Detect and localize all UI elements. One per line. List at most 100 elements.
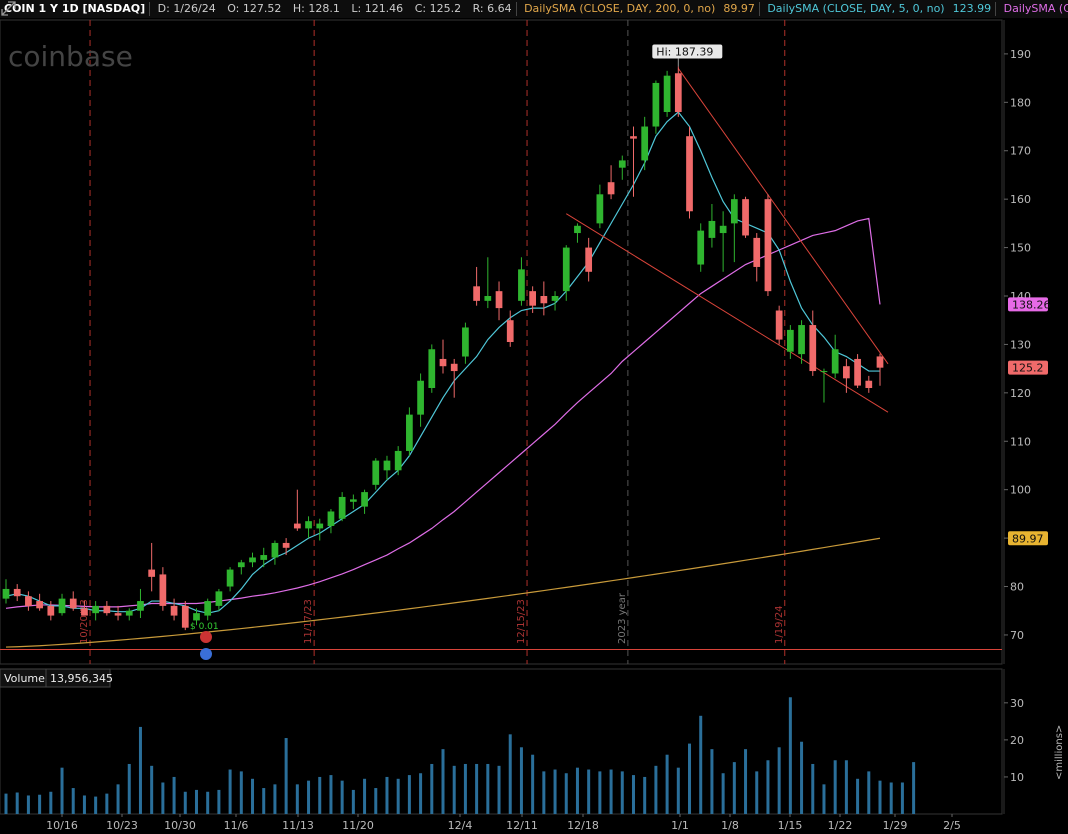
candle-body [865,380,873,388]
volume-bar [475,763,479,814]
x-axis-label: 11/6 [224,819,249,832]
volume-title: Volume [4,672,45,685]
date-marker-label: 1/19/24 [774,605,785,644]
price-axis-label: 80 [1010,581,1024,594]
volume-axis-label: 20 [1010,734,1024,747]
candle-body [764,199,772,292]
candle-body [417,380,424,415]
volume-bar [844,760,848,814]
candle-body [596,194,604,224]
volume-bar [856,778,860,814]
open-value: O: 127.52 [227,2,282,15]
x-axis-label: 1/15 [778,819,803,832]
candle-body [226,569,234,587]
candle-body [316,523,324,529]
candle-body [876,356,884,368]
x-axis-label: 2/5 [943,819,961,832]
candle-body [618,160,626,168]
candle-body [663,75,671,112]
volume-bar [183,791,187,814]
volume-bar [60,767,64,814]
volume-bar [688,743,692,814]
x-axis-label: 1/22 [828,819,853,832]
volume-bar [329,775,333,814]
event-marker-red [200,631,212,643]
price-badge [1008,297,1048,312]
price-axis-label: 110 [1010,435,1031,448]
volume-bar [766,760,770,814]
candle-body [462,327,469,357]
volume-bar [4,793,8,814]
x-axis-label: 12/18 [567,819,599,832]
volume-bar [452,765,456,814]
sma20-line [5,217,881,609]
candle-body [2,588,10,599]
candle-body [394,450,402,471]
volume-bar [251,778,255,814]
candle-body [484,296,492,301]
date-value: D: 1/26/24 [157,2,216,15]
candle-body [697,230,705,265]
symbol-label[interactable]: COIN 1 Y 1D [NASDAQ] [4,2,146,15]
price-panel: 70809010011012013014015016017018019010/2… [0,19,1051,665]
volume-bar [441,749,445,814]
candle-body [25,596,32,606]
candle-body [585,247,593,272]
candle-body [282,542,290,548]
volume-bar [295,784,299,814]
volume-bar [564,773,568,814]
candle-body [81,608,88,616]
candle-body [249,557,256,563]
volume-bar [721,773,725,814]
volume-bar [94,796,98,814]
volume-bar [138,726,142,814]
date-marker-label: 2023 year [617,592,628,644]
volume-bar [497,765,501,814]
chart-header: COIN 1 Y 1D [NASDAQ] D: 1/26/24 O: 127.5… [0,0,1068,18]
volume-bar [878,780,882,814]
coinbase-watermark: coinbase [8,40,133,73]
candle-body [753,237,761,267]
price-axis-label: 190 [1010,48,1031,61]
sma20-label[interactable]: DailySMA (CLOSE,... [1003,2,1068,15]
candle-body [181,605,189,628]
volume-bar [116,784,120,814]
volume-bar [194,789,198,814]
expand-icon[interactable] [0,0,18,18]
volume-bar [531,754,535,814]
candle-body [193,613,200,621]
volume-bar [643,776,647,814]
sma5-label[interactable]: DailySMA (CLOSE, DAY, 5, 0, no) [767,2,945,15]
volume-bar [833,760,837,814]
volume-bar [676,767,680,814]
close-value: C: 125.2 [414,2,462,15]
volume-bar [150,765,154,814]
volume-bar [620,771,624,814]
price-axis-label: 100 [1010,484,1031,497]
candle-body [473,286,480,301]
candle-body [529,291,537,306]
volume-bar [15,792,19,814]
volume-bar [800,741,804,814]
hi-annotation-label: Hi: 187.39 [656,46,713,59]
x-axis-label: 12/4 [448,819,473,832]
volume-bar [598,771,602,814]
candle-body [349,499,357,502]
volume-bar [307,780,311,814]
sma200-label[interactable]: DailySMA (CLOSE, DAY, 200, 0, no) [524,2,716,15]
header-separator [995,2,997,16]
volume-bar [631,775,635,814]
candle-body [159,574,167,606]
header-separator [758,2,760,16]
volume-axis-label: 30 [1010,697,1024,710]
candle-body [92,605,100,614]
volume-bar [430,763,434,814]
x-axis-label: 11/20 [342,819,374,832]
volume-bar [82,795,86,814]
candle-body [47,605,55,616]
candle-body [574,225,581,234]
volume-bar [699,715,703,814]
volume-bar [374,788,378,814]
candle-body [327,511,335,526]
